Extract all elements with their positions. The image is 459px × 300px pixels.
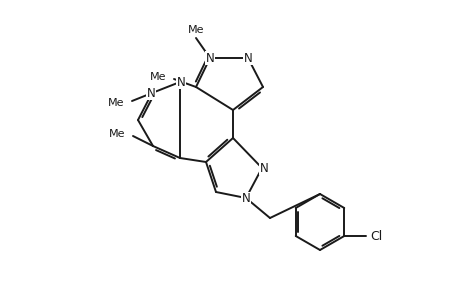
Text: Me: Me [187,25,204,35]
Text: Me: Me [108,129,125,139]
Text: Cl: Cl [369,230,381,242]
Text: N: N [243,52,252,64]
Text: N: N [146,86,155,100]
Text: Me: Me [149,72,166,82]
Text: N: N [259,161,268,175]
Text: Me: Me [107,98,124,108]
Text: N: N [241,193,250,206]
Text: N: N [205,52,214,64]
Text: N: N [176,76,185,88]
